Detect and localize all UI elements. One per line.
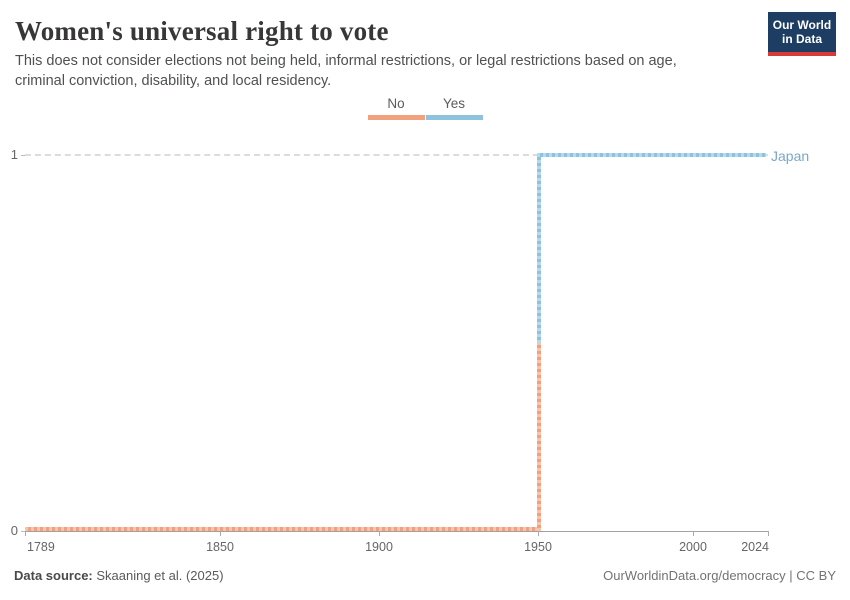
x-tick-mark-2000 (693, 531, 694, 536)
chart-subtitle: This does not consider elections not bei… (15, 53, 677, 89)
x-axis-label-1850: 1850 (206, 540, 234, 554)
x-tick-mark-1850 (220, 531, 221, 536)
x-axis-line (25, 531, 768, 532)
y-axis-label-0: 0 (10, 523, 18, 538)
x-tick-mark-1950 (538, 531, 539, 536)
entity-label-japan[interactable]: Japan (771, 148, 810, 164)
legend-label-no: No (387, 96, 405, 111)
credit-link[interactable]: OurWorldinData.org/democracy | CC BY (603, 568, 836, 583)
data-source-text: Data source: Skaaning et al. (2025) (14, 568, 224, 583)
y-tick-mark-1 (21, 155, 25, 156)
legend-item-yes[interactable]: Yes (425, 96, 483, 120)
x-axis-label-1789: 1789 (27, 540, 55, 554)
y-axis-label-1: 1 (10, 147, 18, 162)
legend-item-no[interactable]: No (367, 96, 425, 120)
data-source-label: Data source: (14, 568, 93, 583)
owid-logo-box: Our World in Data (768, 12, 836, 52)
legend-swatch-yes (425, 115, 483, 120)
owid-logo-line1: Our World (772, 18, 832, 32)
legend: No Yes (0, 96, 850, 120)
owid-logo[interactable]: Our World in Data (768, 12, 836, 56)
x-axis-label-1950: 1950 (524, 540, 552, 554)
x-axis-label-2024: 2024 (741, 540, 769, 554)
owid-logo-line2: in Data (781, 32, 822, 47)
series-segment-yes-horizontal[interactable] (537, 153, 766, 157)
gridline-y1 (25, 154, 768, 156)
x-tick-mark-2024 (768, 531, 769, 536)
page-title: Women's universal right to vote (15, 16, 389, 46)
legend-swatch-no (367, 115, 425, 120)
series-segment-yes-vertical[interactable] (537, 153, 541, 343)
x-axis-label-1900: 1900 (365, 540, 393, 554)
owid-logo-redbar (768, 51, 836, 56)
x-tick-mark-1789 (25, 531, 26, 536)
series-segment-no-horizontal[interactable] (25, 527, 541, 531)
series-segment-no-vertical[interactable] (537, 343, 541, 531)
data-source-value: Skaaning et al. (2025) (92, 568, 224, 583)
x-axis-label-2000: 2000 (679, 540, 707, 554)
x-tick-mark-1900 (379, 531, 380, 536)
legend-label-yes: Yes (442, 96, 466, 111)
footer: Data source: Skaaning et al. (2025) OurW… (14, 568, 836, 583)
y-tick-mark-0 (21, 531, 25, 532)
